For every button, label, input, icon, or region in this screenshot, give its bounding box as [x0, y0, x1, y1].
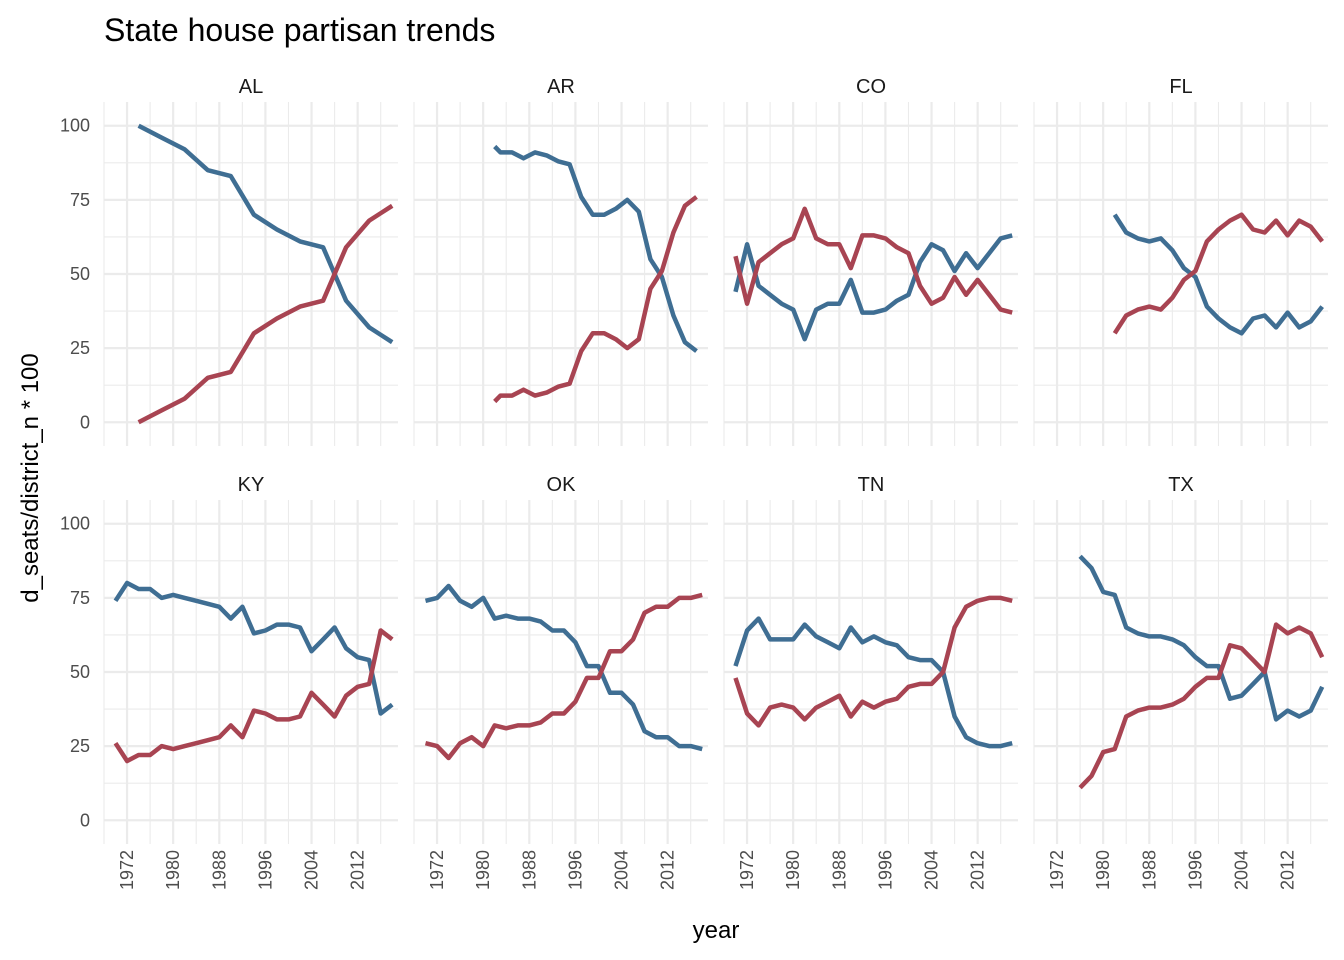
x-tick-label: 1972: [427, 850, 447, 890]
y-tick-label: 25: [70, 736, 90, 756]
panel-co: CO: [724, 76, 1018, 446]
x-tick-label: 1972: [1047, 850, 1067, 890]
x-tick-label: 1988: [829, 850, 849, 890]
panel-tn: TN 1972 1980 1988 1996 2004 2012: [724, 474, 1018, 890]
series-line-blue: [426, 586, 703, 749]
panel-ar: AR: [414, 76, 708, 446]
series-line-red: [736, 598, 1013, 726]
x-tick-label: 1996: [565, 850, 585, 890]
y-tick-label: 100: [60, 116, 90, 136]
facet-label: AL: [239, 76, 263, 98]
x-tick-label: 1988: [519, 850, 539, 890]
facet-label: AR: [547, 76, 575, 98]
panel-al: AL 0 25 50 75 100: [60, 76, 398, 446]
y-tick-label: 0: [80, 412, 90, 432]
facet-label: CO: [856, 76, 886, 98]
panel-ky: KY 0 25 50 75 100 1972 1980 1988 1996 2004 2012: [60, 474, 398, 890]
facet-label: FL: [1169, 76, 1192, 98]
series-line-blue: [736, 619, 1013, 747]
x-tick-label: 1980: [163, 850, 183, 890]
series-line-red: [426, 595, 703, 758]
y-tick-label: 75: [70, 588, 90, 608]
x-tick-label: 2012: [658, 850, 678, 890]
facet-label: TX: [1168, 474, 1194, 496]
y-tick-label: 75: [70, 190, 90, 210]
x-tick-label: 1980: [1093, 850, 1113, 890]
x-tick-label: 1972: [117, 850, 137, 890]
x-tick-label: 1996: [875, 850, 895, 890]
facet-label: OK: [547, 474, 577, 496]
facet-label: KY: [238, 474, 265, 496]
panel-tx: TX 1972 1980 1988 1996 2004 2012: [1034, 474, 1328, 890]
x-tick-label: 1988: [1139, 850, 1159, 890]
y-tick-label: 100: [60, 514, 90, 534]
series-line-red: [1080, 625, 1322, 788]
x-tick-label: 1972: [737, 850, 757, 890]
facet-panels: AL 0 25 50 75 100 AR CO FL KY 0 25 50 75 100 1972 1980 19…: [60, 76, 1328, 890]
x-tick-label: 2004: [922, 850, 942, 890]
facet-label: TN: [858, 474, 885, 496]
y-tick-label: 50: [70, 264, 90, 284]
y-tick-label: 50: [70, 662, 90, 682]
series-line-blue: [1080, 556, 1322, 719]
x-tick-label: 2012: [348, 850, 368, 890]
x-axis-label: year: [693, 917, 740, 944]
x-tick-label: 2004: [1232, 850, 1252, 890]
x-tick-label: 2004: [302, 850, 322, 890]
y-tick-label: 0: [80, 810, 90, 830]
x-tick-label: 1980: [783, 850, 803, 890]
panel-ok: OK 1972 1980 1988 1996 2004 2012: [414, 474, 708, 890]
y-tick-label: 25: [70, 338, 90, 358]
y-axis-label: d_seats/district_n * 100: [17, 353, 44, 602]
x-tick-label: 2004: [612, 850, 632, 890]
x-tick-label: 1988: [209, 850, 229, 890]
panel-fl: FL: [1034, 76, 1328, 446]
x-tick-label: 2012: [968, 850, 988, 890]
x-tick-label: 1996: [1185, 850, 1205, 890]
x-tick-label: 1980: [473, 850, 493, 890]
x-tick-label: 1996: [255, 850, 275, 890]
chart-title: State house partisan trends: [104, 12, 495, 48]
x-tick-label: 2012: [1278, 850, 1298, 890]
